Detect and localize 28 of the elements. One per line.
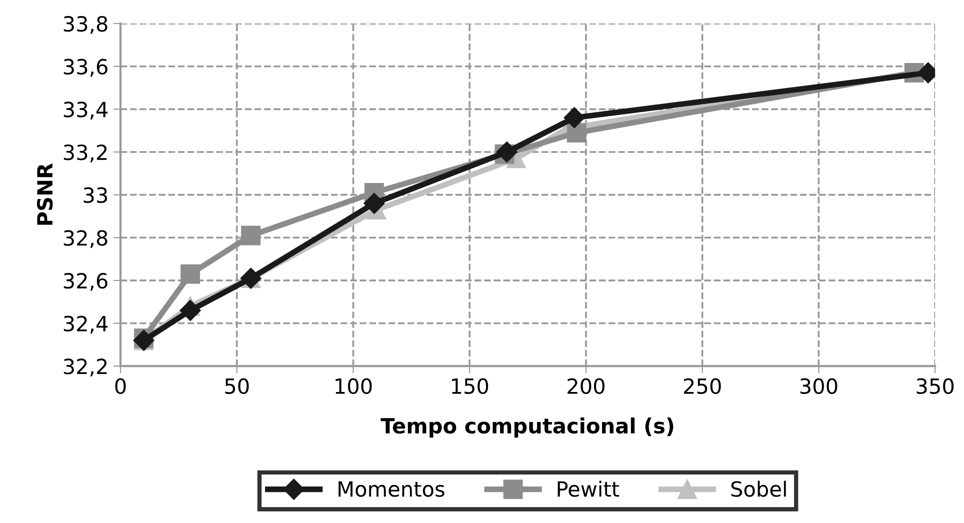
x-tick-label: 50 <box>225 378 249 394</box>
y-axis-title: PSNR <box>36 163 53 225</box>
x-tick-label: 0 <box>115 378 126 394</box>
x-tick-label: 250 <box>684 378 721 394</box>
point <box>180 264 200 284</box>
point <box>241 226 261 246</box>
y-tick-label: 33,8 <box>64 16 108 34</box>
point <box>364 192 385 214</box>
x-axis-title: Tempo computacional (s) <box>380 418 674 438</box>
y-tick-label: 33 <box>84 187 108 204</box>
point <box>566 123 586 142</box>
point <box>564 107 585 128</box>
legend-label: Pewitt <box>558 480 620 497</box>
y-tick-label: 33,4 <box>64 102 108 120</box>
point <box>180 300 201 321</box>
x-tick-label: 200 <box>568 378 604 394</box>
y-tick-label: 32,8 <box>64 230 108 248</box>
y-tick-label: 32,4 <box>64 316 108 334</box>
legend-label: Sobel <box>731 480 786 497</box>
y-tick-label: 32,2 <box>64 358 107 376</box>
x-tick-label: 150 <box>452 378 488 394</box>
x-tick-label: 350 <box>916 378 954 394</box>
y-tick-label: 33,2 <box>64 144 107 162</box>
y-tick-label: 32,6 <box>64 272 108 291</box>
y-tick-label: 33,6 <box>64 58 108 77</box>
legend-label: Momentos <box>338 481 444 497</box>
x-tick-label: 100 <box>336 378 372 394</box>
x-tick-label: 300 <box>800 378 838 394</box>
